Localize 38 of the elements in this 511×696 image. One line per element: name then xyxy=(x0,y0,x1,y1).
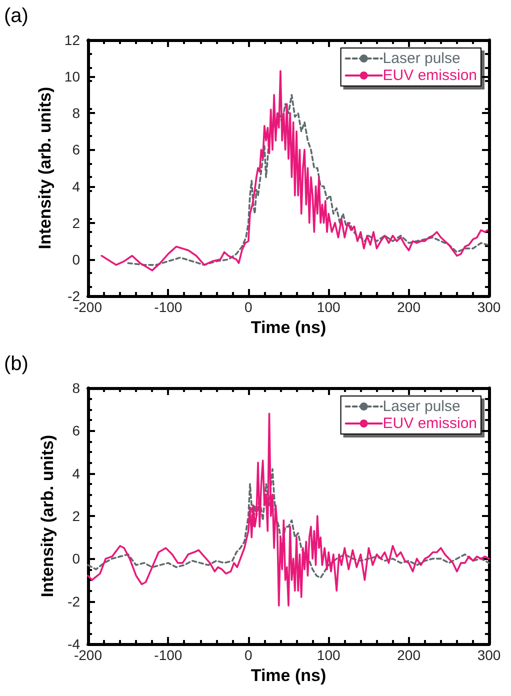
line-series xyxy=(87,468,490,579)
x-tick-label: -100 xyxy=(154,647,182,663)
x-tick-label: 200 xyxy=(397,647,421,663)
x-tick-label: 200 xyxy=(397,299,421,315)
legend-label: EUV emission xyxy=(382,67,478,84)
y-tick-label: 0 xyxy=(72,251,80,268)
text: (b) xyxy=(4,353,28,375)
x-tick-label: 0 xyxy=(244,647,252,663)
line-series xyxy=(100,70,488,272)
text: (a) xyxy=(4,5,28,27)
x-tick-label: -100 xyxy=(154,299,182,315)
y-tick-label: -2 xyxy=(68,593,80,610)
y-tick-label: 6 xyxy=(72,422,80,439)
x-tick-label: 100 xyxy=(316,299,340,315)
line-series xyxy=(127,94,488,266)
y-tick-label: 12 xyxy=(64,32,80,48)
x-tick-label: 300 xyxy=(477,299,501,315)
y-tick-label: 4 xyxy=(72,465,80,482)
y-tick-label: 6 xyxy=(72,142,80,158)
y-tick-label: 2 xyxy=(72,214,80,231)
y-tick-label: 4 xyxy=(72,178,80,194)
legend-label: EUV emission xyxy=(382,415,478,432)
x-tick-label: 100 xyxy=(316,647,340,663)
y-tick-label: 8 xyxy=(72,380,80,396)
y-tick-label: -2 xyxy=(68,288,80,304)
y-tick-label: 8 xyxy=(72,105,80,122)
legend-label: Laser pulse xyxy=(382,50,460,67)
y-tick-label: 0 xyxy=(72,550,80,567)
y-tick-label: 10 xyxy=(64,68,80,85)
x-axis-title: Time (ns) xyxy=(250,666,326,685)
y-tick-label: 2 xyxy=(72,508,80,524)
x-tick-label: 0 xyxy=(244,299,252,315)
y-axis-title: Intensity (arb. units) xyxy=(38,434,57,598)
x-tick-label: 300 xyxy=(477,647,501,663)
line-series xyxy=(87,412,490,606)
y-axis-title: Intensity (arb. units) xyxy=(36,86,55,250)
legend-label: Laser pulse xyxy=(382,398,460,415)
x-axis-title: Time (ns) xyxy=(250,318,326,337)
